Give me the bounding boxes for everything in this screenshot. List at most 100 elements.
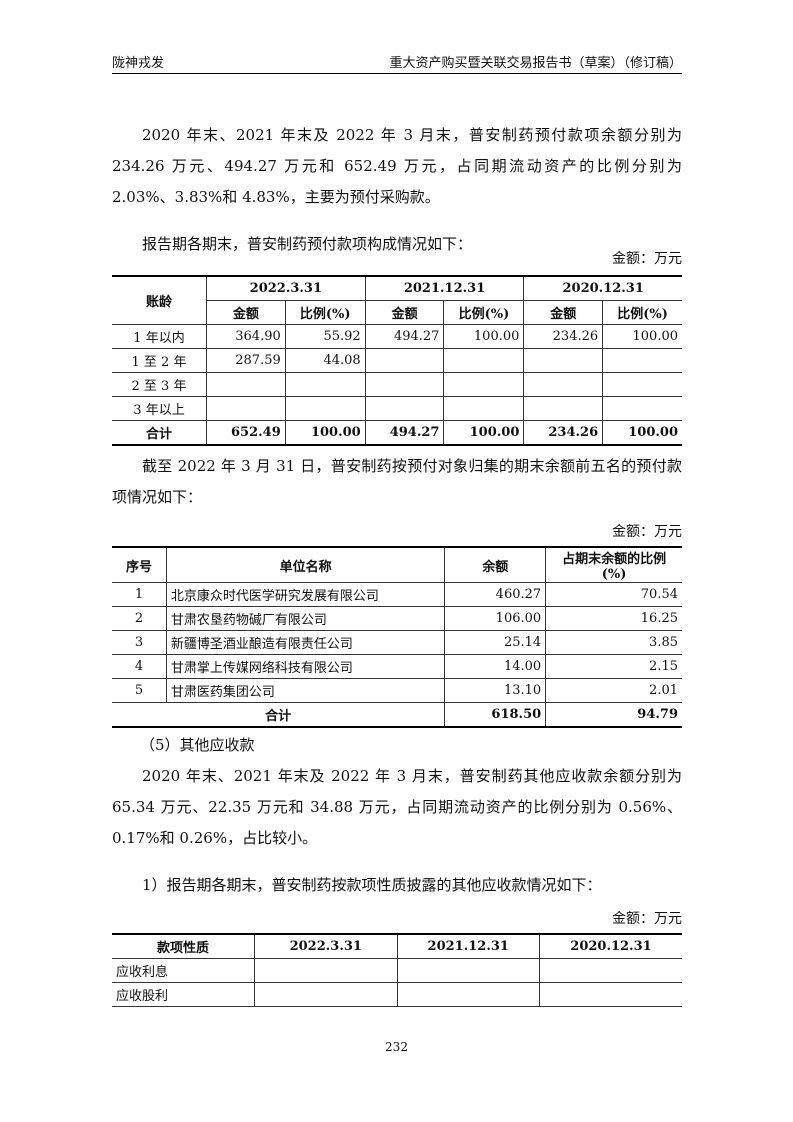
table-cell: 2 [112,606,167,631]
table-cell: 新疆博圣酒业酿造有限责任公司 [165,630,446,655]
table-cell: 北京康众时代医学研究发展有限公司 [165,582,446,607]
table-cell: 494.27 [364,324,445,349]
table-row: 1 至 2 年 287.59 44.08 [112,348,682,373]
table-cell: 合计 [112,420,207,446]
table-cell: 494.27 [364,420,445,446]
table-cell: 460.27 [444,582,547,607]
table-row: 4 甘肃掌上传媒网络科技有限公司 14.00 2.15 [112,654,682,679]
header-right: 重大资产购买暨关联交易报告书（草案）（修订稿） [389,56,682,71]
table-cell [206,396,286,421]
table-cell: 应收股利 [112,982,255,1007]
table-cell [396,982,540,1007]
table-row: 应收利息 [112,958,682,983]
table-row: 1 北京康众时代医学研究发展有限公司 460.27 70.54 [112,582,682,607]
table-cell [443,372,525,397]
table-cell: 合计 [112,702,446,728]
table-cell: 100.00 [602,420,682,446]
table-cell: 100.00 [443,324,525,349]
col-header: 款项性质 [112,933,255,959]
col-header: 余额 [444,546,547,583]
table-cell: 应收利息 [112,958,255,983]
col-header: 比例(%) [284,300,366,325]
col-header: 占期末余额的比例(%) [545,546,682,583]
col-header: 单位名称 [165,546,446,583]
table-cell: 2.15 [545,654,682,679]
table-cell: 106.00 [444,606,547,631]
table-cell: 甘肃掌上传媒网络科技有限公司 [165,654,446,679]
table-cell [602,396,682,421]
col-header: 比例(%) [602,300,682,325]
other-receivables-table: 款项性质 2022.3.31 2021.12.31 2020.12.31 应收利息 应收… [112,933,682,1007]
table-cell: 94.79 [545,702,682,728]
table-cell: 25.14 [444,630,547,655]
total-row: 合计 618.50 94.79 [112,702,682,728]
table-row: 5 甘肃医药集团公司 13.10 2.01 [112,678,682,703]
paragraph-intro-table3: 1）报告期各期末，普安制药按款项性质披露的其他应收款情况如下： [142,876,602,894]
table-cell: 652.49 [206,420,286,446]
col-header: 比例(%) [443,300,525,325]
table-cell: 364.90 [206,324,286,349]
col-header: 2020.12.31 [539,933,682,959]
col-header: 序号 [112,546,167,583]
header-divider [112,73,682,74]
table-cell: 234.26 [523,324,604,349]
table-cell: 287.59 [206,348,286,373]
col-header: 2021.12.31 [364,275,525,301]
col-header: 2021.12.31 [396,933,540,959]
col-header: 2020.12.31 [523,275,682,301]
col-header: 金额 [206,300,286,325]
table-cell: 14.00 [444,654,547,679]
table-cell: 44.08 [284,348,366,373]
table-cell: 234.26 [523,420,604,446]
table-cell [254,958,398,983]
table-cell [364,372,445,397]
total-row: 合计 652.49 100.00 494.27 100.00 234.26 100.00 [112,420,682,446]
header-left: 陇神戎发 [112,56,165,71]
unit-label: 金额：万元 [612,911,682,927]
table-cell: 100.00 [443,420,525,446]
table-cell: 16.25 [545,606,682,631]
table-cell: 2 至 3 年 [112,372,207,397]
table-cell: 13.10 [444,678,547,703]
col-header: 金额 [523,300,604,325]
unit-label: 金额：万元 [612,251,682,267]
table-row: 1 年以内 364.90 55.92 494.27 100.00 234.26 100.00 [112,324,682,349]
table-cell [539,958,682,983]
table-row: 3 年以上 [112,396,682,421]
table-cell [443,396,525,421]
page-number: 232 [385,1040,408,1054]
table-cell [602,372,682,397]
table-cell: 100.00 [284,420,366,446]
table-cell: 1 至 2 年 [112,348,207,373]
table-row: 应收股利 [112,982,682,1007]
table-cell [206,372,286,397]
table-cell: 70.54 [545,582,682,607]
table-cell [396,958,540,983]
table-cell: 618.50 [444,702,547,728]
table-cell: 1 [112,582,167,607]
paragraph-intro-table1: 报告期各期末，普安制药预付款项构成情况如下： [142,235,473,253]
paragraph-other-receivables: 2020 年末、2021 年末及 2022 年 3 月末，普安制药其他应收款余额… [112,767,682,847]
table-cell: 3 [112,630,167,655]
table-cell: 1 年以内 [112,324,207,349]
table-cell: 5 [112,678,167,703]
aging-table: 账龄 2022.3.31 2021.12.31 2020.12.31 金额 比例(… [112,275,682,446]
table-cell [364,348,445,373]
col-header: 2022.3.31 [206,275,366,301]
table-row: 3 新疆博圣酒业酿造有限责任公司 25.14 3.85 [112,630,682,655]
table-cell [523,372,604,397]
table-cell: 3 年以上 [112,396,207,421]
table-cell: 甘肃医药集团公司 [165,678,446,703]
table-cell: 2.01 [545,678,682,703]
table-cell [539,982,682,1007]
col-header: 2022.3.31 [254,933,398,959]
table-cell: 55.92 [284,324,366,349]
table-cell [364,396,445,421]
unit-label: 金额：万元 [612,524,682,540]
table-row: 2 甘肃农垦药物碱厂有限公司 106.00 16.25 [112,606,682,631]
table-cell [602,348,682,373]
col-header: 金额 [364,300,445,325]
section-heading: （5）其他应收款 [140,736,255,754]
table-cell [523,348,604,373]
